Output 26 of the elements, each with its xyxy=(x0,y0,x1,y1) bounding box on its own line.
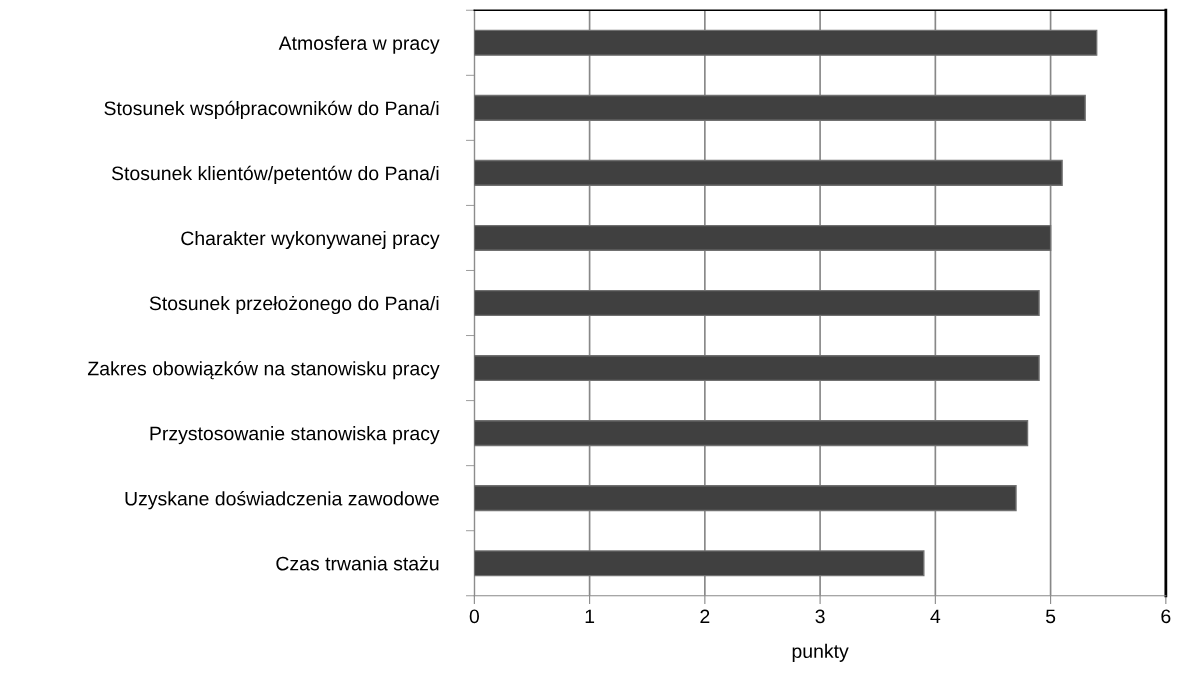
bar xyxy=(474,550,925,577)
bar xyxy=(474,355,1040,382)
bar xyxy=(474,485,1017,512)
bar xyxy=(474,420,1029,447)
y-tick-label: Stosunek przełożonego do Pana/i xyxy=(149,295,439,315)
bar xyxy=(474,224,1052,252)
bar xyxy=(474,29,1098,56)
y-tick-label: Zakres obowiązków na stanowisku pracy xyxy=(87,360,440,380)
x-tick-label: 0 xyxy=(469,609,480,624)
y-tick-label: Uzyskane doświadczenia zawodowe xyxy=(125,491,439,510)
x-axis-title: punkty xyxy=(792,643,849,662)
y-tick-label: Atmosfera w pracy xyxy=(278,35,440,54)
y-tick-label: Charakter wykonywanej pracy xyxy=(181,230,440,250)
y-tick-label: Czas trwania stażu xyxy=(276,556,439,571)
y-tick-label: Stosunek klientów/petentów do Pana/i xyxy=(111,165,439,185)
x-tick-label: 5 xyxy=(1045,609,1056,624)
bar xyxy=(474,289,1040,317)
x-tick-label: 6 xyxy=(1161,609,1171,624)
x-tick-label: 3 xyxy=(815,609,825,624)
bar xyxy=(474,159,1063,186)
x-tick-label: 1 xyxy=(585,609,595,624)
y-tick-label: Stosunek współpracowników do Pana/i xyxy=(104,100,439,120)
bar xyxy=(474,94,1086,121)
x-tick-label: 2 xyxy=(700,609,710,624)
x-tick-label: 4 xyxy=(930,609,941,624)
y-tick-label: Przystosowanie stanowiska pracy xyxy=(150,426,440,445)
